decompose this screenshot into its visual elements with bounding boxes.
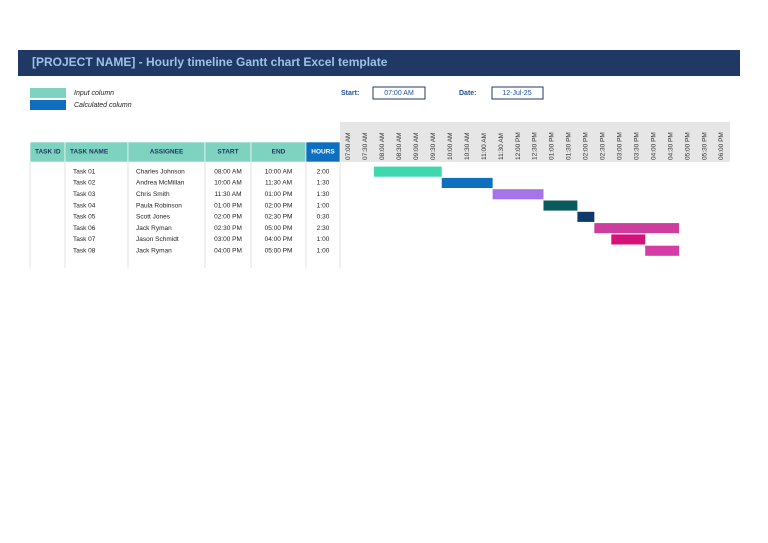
- cell-assignee: Jack Ryman: [136, 247, 172, 254]
- gantt-bar: [611, 234, 646, 245]
- cell-name: Task 04: [73, 202, 96, 209]
- cell-assignee: Jack Ryman: [136, 225, 172, 232]
- column-header: [305, 141, 341, 163]
- legend-swatch: [30, 100, 66, 110]
- timeline-header: [340, 122, 730, 162]
- timeline-label: 04:30 PM: [667, 132, 674, 160]
- start-box: [372, 86, 426, 100]
- cell-end: 05:00 PM: [265, 225, 293, 232]
- cell-end: 10:00 AM: [265, 168, 292, 175]
- cell-hours: 1:30: [317, 180, 330, 187]
- gantt-bar: [543, 200, 578, 211]
- gantt-bar: [577, 211, 595, 222]
- timeline-label: 05:30 PM: [701, 132, 708, 160]
- cell-start: 11:30 AM: [215, 191, 242, 198]
- timeline-label: 09:00 AM: [413, 133, 420, 160]
- cell-hours: 0:30: [317, 214, 330, 221]
- cell-assignee: Charles Johnson: [136, 168, 185, 175]
- date-value: 12-Jul-25: [502, 90, 531, 97]
- timeline-label: 01:30 PM: [566, 132, 573, 160]
- timeline-label: 08:30 AM: [396, 133, 403, 160]
- timeline-label: 04:00 PM: [650, 132, 657, 160]
- cell-name: Task 08: [73, 247, 96, 254]
- column-header-label: TASK ID: [35, 149, 61, 156]
- cell-assignee: Paula Robinson: [136, 202, 182, 209]
- cell-hours: 2:30: [317, 225, 330, 232]
- cell-hours: 1:00: [317, 236, 330, 243]
- start-value: 07:00 AM: [384, 90, 414, 97]
- cell-end: 02:30 PM: [265, 214, 293, 221]
- cell-hours: 2:00: [317, 168, 330, 175]
- cell-start: 04:00 PM: [214, 247, 242, 254]
- timeline-label: 08:00 AM: [379, 133, 386, 160]
- legend-label: Calculated column: [74, 102, 132, 109]
- cell-end: 04:00 PM: [265, 236, 293, 243]
- cell-assignee: Scott Jones: [136, 214, 171, 221]
- timeline-label: 09:30 AM: [430, 133, 437, 160]
- timeline-label: 07:00 AM: [345, 133, 352, 160]
- cell-name: Task 06: [73, 225, 96, 232]
- timeline-label: 12:30 PM: [532, 132, 539, 160]
- cell-hours: 1:30: [317, 191, 330, 198]
- cell-start: 10:00 AM: [214, 180, 241, 187]
- cell-name: Task 03: [73, 191, 96, 198]
- cell-start: 02:00 PM: [214, 214, 242, 221]
- column-header-label: ASSIGNEE: [150, 149, 184, 156]
- cell-assignee: Chris Smith: [136, 191, 170, 198]
- column-header-label: HOURS: [311, 149, 335, 156]
- gantt-bar: [645, 245, 680, 256]
- cell-name: Task 02: [73, 180, 96, 187]
- gantt-bar: [492, 189, 544, 200]
- timeline-label: 01:00 PM: [549, 132, 556, 160]
- timeline-label: 03:00 PM: [617, 132, 624, 160]
- timeline-label: 02:30 PM: [600, 132, 607, 160]
- cell-end: 01:00 PM: [265, 191, 293, 198]
- timeline-label: 10:30 AM: [464, 133, 471, 160]
- gantt-bar: [373, 166, 442, 177]
- cell-start: 03:00 PM: [214, 236, 242, 243]
- cell-name: Task 05: [73, 214, 96, 221]
- cell-start: 01:00 PM: [214, 202, 242, 209]
- timeline-label: 11:30 AM: [498, 133, 505, 160]
- timeline-label: 02:00 PM: [583, 132, 590, 160]
- title-bar: [18, 50, 740, 76]
- gantt-bar: [441, 177, 493, 188]
- column-header-label: START: [217, 149, 238, 156]
- timeline-label: 10:00 AM: [447, 133, 454, 160]
- cell-name: Task 01: [73, 168, 96, 175]
- gantt-bar: [594, 223, 680, 234]
- title: [PROJECT NAME] - Hourly timeline Gantt c…: [32, 55, 388, 69]
- timeline-label: 05:00 PM: [684, 132, 691, 160]
- cell-start: 02:30 PM: [214, 225, 242, 232]
- cell-hours: 1:00: [317, 247, 330, 254]
- cell-name: Task 07: [73, 236, 96, 243]
- cell-end: 05:00 PM: [265, 247, 293, 254]
- cell-start: 08:00 AM: [214, 168, 241, 175]
- cell-end: 02:00 PM: [265, 202, 293, 209]
- cell-assignee: Andrea McMillan: [136, 180, 185, 187]
- cell-end: 11:30 AM: [265, 180, 292, 187]
- column-header-label: END: [272, 149, 286, 156]
- timeline-label: 07:30 AM: [362, 133, 369, 160]
- date-label: Date:: [459, 90, 477, 97]
- timeline-label: 03:30 PM: [633, 132, 640, 160]
- legend-label: Input column: [74, 90, 114, 97]
- date-box: [491, 86, 544, 100]
- timeline-label: 12:00 PM: [515, 132, 522, 160]
- column-header-label: TASK NAME: [70, 149, 109, 156]
- timeline-label: 06:00 PM: [718, 132, 725, 160]
- start-label: Start:: [341, 90, 359, 97]
- cell-assignee: Jason Schmidt: [136, 236, 179, 243]
- legend-swatch: [30, 88, 66, 98]
- cell-hours: 1:00: [317, 202, 330, 209]
- timeline-label: 11:00 AM: [481, 133, 488, 160]
